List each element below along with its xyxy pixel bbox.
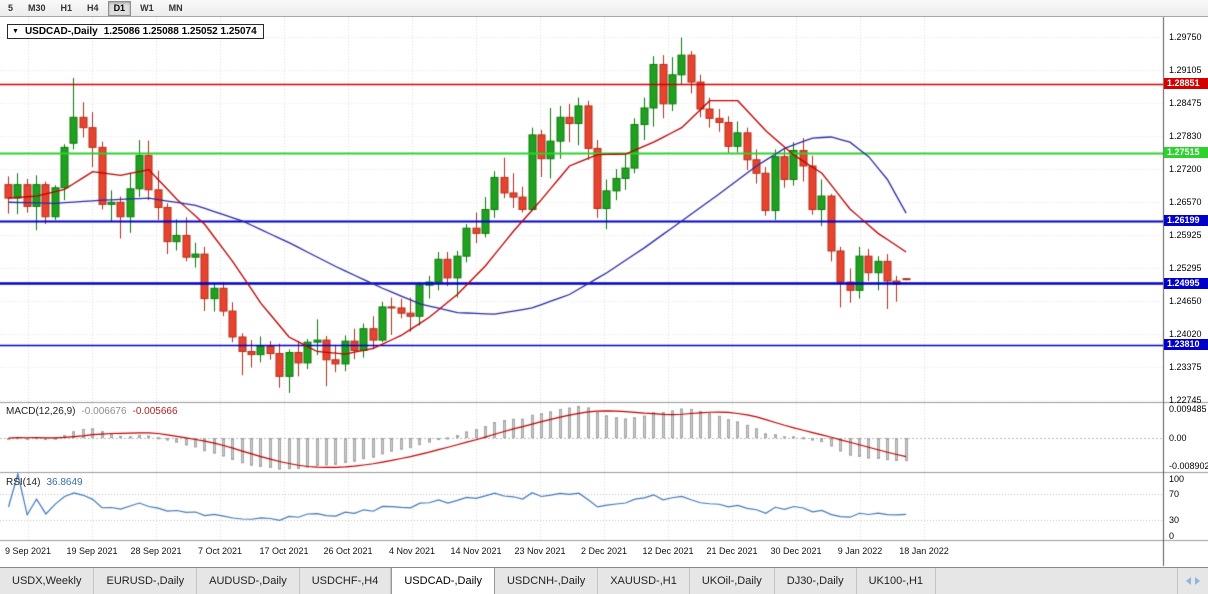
- timeframe-button-D1[interactable]: D1: [107, 0, 132, 16]
- timeframe-button-M30[interactable]: M30: [28, 2, 46, 13]
- rsi-axis-label: 100: [1169, 474, 1185, 484]
- rsi-axis-label: 0: [1169, 531, 1175, 541]
- macd-main-value: -0.006676: [81, 406, 127, 417]
- price-axis-label: 1.28475: [1169, 98, 1202, 109]
- price-axis-label: 1.27200: [1169, 164, 1202, 175]
- tab-scroll-right-icon[interactable]: [1195, 577, 1200, 585]
- date-axis-label: 4 Nov 2021: [388, 546, 436, 556]
- chart-tab-usdcnh-daily[interactable]: USDCNH-,Daily: [494, 568, 599, 594]
- chart-tab-usdx-weekly[interactable]: USDX,Weekly: [0, 568, 95, 594]
- date-axis-label: 2 Dec 2021: [580, 546, 628, 556]
- price-axis-label: 1.26570: [1169, 196, 1202, 207]
- date-axis-label: 17 Oct 2021: [259, 546, 309, 556]
- timeframe-button-H1[interactable]: H1: [60, 2, 73, 13]
- macd-axis-label: -0.008902: [1169, 461, 1208, 471]
- timeframe-button-W1[interactable]: W1: [140, 2, 154, 13]
- price-axis-label: 1.27830: [1169, 131, 1202, 142]
- chart-ohlc-values: 1.25086 1.25088 1.25052 1.25074: [103, 26, 257, 37]
- timeframe-button-MN[interactable]: MN: [168, 2, 183, 13]
- price-axis-label: 1.23375: [1169, 362, 1202, 373]
- macd-axis-label: 0.00: [1169, 433, 1187, 444]
- chart-tab-dj30-daily[interactable]: DJ30-,Daily: [774, 568, 857, 594]
- date-axis-label: 9 Jan 2022: [837, 546, 883, 556]
- date-axis-label: 28 Sep 2021: [130, 546, 182, 556]
- tab-scroll-arrows[interactable]: [1177, 568, 1208, 594]
- price-level-tag: 1.28851: [1164, 78, 1208, 90]
- chart-tab-ukoil-daily[interactable]: UKOil-,Daily: [689, 568, 775, 594]
- price-axis-label: 1.25925: [1169, 230, 1202, 241]
- price-axis-label: 1.24020: [1169, 328, 1202, 339]
- date-axis-label: 30 Dec 2021: [770, 546, 822, 556]
- date-axis-label: 7 Oct 2021: [197, 546, 243, 556]
- date-axis-label: 12 Dec 2021: [642, 546, 694, 556]
- rsi-indicator-label: RSI(14) 36.8649: [6, 477, 83, 488]
- date-axis-label: 23 Nov 2021: [514, 546, 566, 556]
- date-axis-label: 19 Sep 2021: [66, 546, 118, 556]
- tabbar-spacer: [936, 568, 1177, 594]
- timeframe-button-5[interactable]: 5: [8, 2, 14, 13]
- price-axis-label: 1.29105: [1169, 65, 1202, 76]
- date-axis-label: 9 Sep 2021: [4, 546, 52, 556]
- price-level-tag: 1.24995: [1164, 277, 1208, 289]
- macd-indicator-label: MACD(12,26,9) -0.006676 -0.005666: [6, 406, 178, 417]
- date-axis-label: 26 Oct 2021: [323, 546, 373, 556]
- timeframe-button-H4[interactable]: H4: [87, 2, 99, 13]
- date-axis-label: 21 Dec 2021: [706, 546, 758, 556]
- macd-signal-value: -0.005666: [132, 406, 178, 417]
- date-axis-label: 18 Jan 2022: [899, 546, 949, 556]
- price-level-tag: 1.23810: [1164, 339, 1208, 351]
- chart-symbol-box[interactable]: ▼ USDCAD-,Daily 1.25086 1.25088 1.25052 …: [7, 24, 264, 39]
- price-axis-label: 1.29750: [1169, 31, 1202, 42]
- tab-scroll-left-icon[interactable]: [1186, 577, 1191, 585]
- price-level-tag: 1.26199: [1164, 215, 1208, 227]
- rsi-axis-label: 30: [1169, 515, 1180, 526]
- date-axis-label: 14 Nov 2021: [450, 546, 502, 556]
- chart-tab-xauusd-h1[interactable]: XAUUSD-,H1: [598, 568, 690, 594]
- chart-tabs-bar: USDX,Weekly EURUSD-,Daily AUDUSD-,Daily USD…: [0, 567, 1208, 594]
- chart-symbol-label: USDCAD-,Daily: [24, 26, 98, 37]
- chart-tab-uk100-h1[interactable]: UK100-,H1: [856, 568, 937, 594]
- chart-tab-eurusd-daily[interactable]: EURUSD-,Daily: [94, 568, 198, 594]
- rsi-name: RSI(14): [6, 477, 41, 488]
- chevron-down-icon: ▼: [12, 28, 19, 35]
- chart-tab-usdchf-h4[interactable]: USDCHF-,H4: [299, 568, 392, 594]
- chart-tab-usdcad-daily[interactable]: USDCAD-,Daily: [391, 568, 495, 594]
- price-axis-label: 1.25295: [1169, 262, 1202, 273]
- price-axis-label: 1.22745: [1169, 394, 1202, 405]
- rsi-axis-label: 70: [1169, 488, 1180, 499]
- rsi-value: 36.8649: [46, 477, 83, 488]
- chart-tab-audusd-daily[interactable]: AUDUSD-,Daily: [197, 568, 300, 594]
- macd-name: MACD(12,26,9): [6, 406, 76, 417]
- price-axis-label: 1.24650: [1169, 296, 1202, 307]
- price-level-tag: 1.27515: [1164, 147, 1208, 159]
- timeframe-toolbar: 5 M30 H1 H4 D1 W1 MN: [0, 0, 1208, 17]
- macd-axis-label: 0.009485: [1169, 404, 1207, 414]
